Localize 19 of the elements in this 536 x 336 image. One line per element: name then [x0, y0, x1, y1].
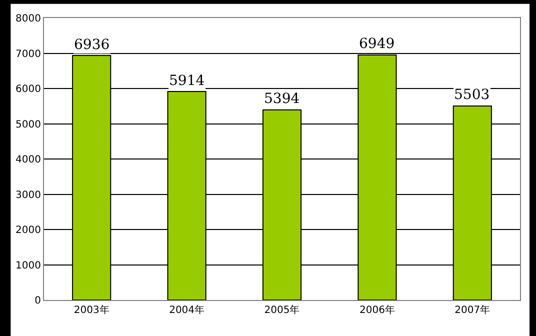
- x-tick-label: 2004年: [169, 304, 205, 316]
- x-tick-label: 2006年: [359, 304, 395, 316]
- y-tick-label: 6000: [16, 84, 41, 95]
- x-tick-label: 2003年: [74, 304, 110, 316]
- data-label: 5503: [454, 87, 490, 103]
- data-label: 5914: [169, 73, 205, 89]
- y-tick-label: 2000: [16, 225, 41, 236]
- y-tick-label: 7000: [16, 48, 41, 60]
- y-tick-label: 5000: [16, 119, 41, 130]
- data-label: 6949: [359, 36, 395, 52]
- y-tick-label: 8000: [16, 14, 41, 24]
- data-label: 6936: [74, 37, 110, 53]
- y-tick-label: 4000: [16, 154, 41, 166]
- x-tick-label: 2007年: [454, 304, 490, 316]
- y-tick-label: 1000: [16, 260, 41, 272]
- x-tick-label: 2005年: [264, 304, 300, 316]
- y-tick-label: 0: [34, 296, 41, 306]
- y-tick-label: 3000: [16, 190, 41, 201]
- data-label: 5394: [264, 91, 300, 107]
